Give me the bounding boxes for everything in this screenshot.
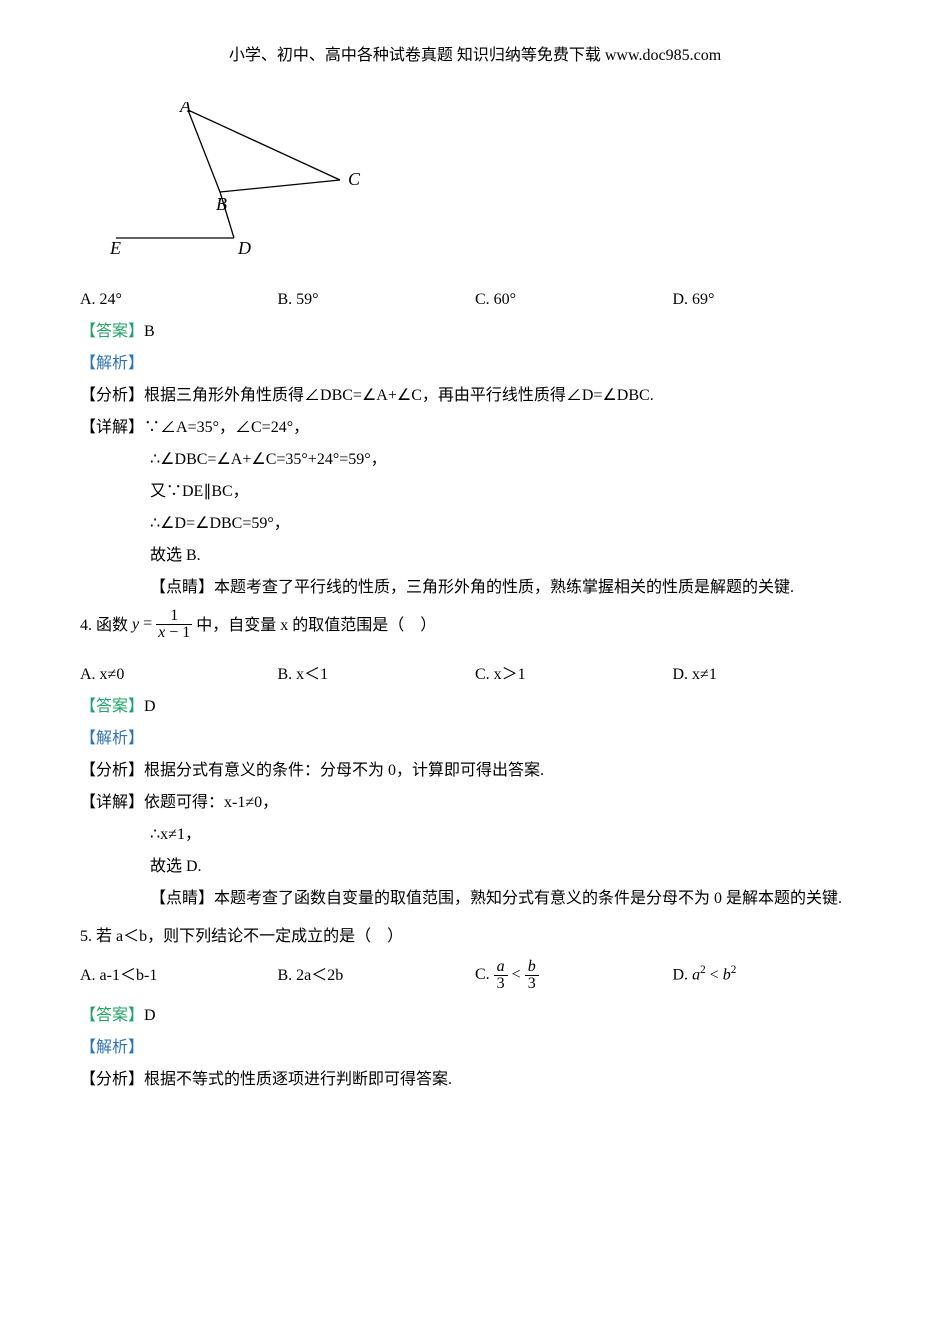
fenxi-label: 【分析】: [80, 387, 144, 404]
svg-text:B: B: [216, 194, 227, 214]
q5-opt-b: B. 2a＜2b: [278, 960, 476, 992]
q5-opt-d-label: D.: [673, 967, 693, 984]
q3-detail-3: ∴∠D=∠DBC=59°，: [150, 508, 870, 540]
dianjing-label: 【点睛】: [150, 579, 214, 596]
fenxi-label-2: 【分析】: [80, 762, 144, 779]
q3-fenxi-text: 根据三角形外角性质得∠DBC=∠A+∠C，再由平行线性质得∠D=∠DBC.: [144, 387, 654, 404]
q4-dianjing-text: 本题考查了函数自变量的取值范围，熟知分式有意义的条件是分母不为 0 是解本题的关…: [214, 890, 842, 907]
svg-text:A: A: [179, 102, 192, 116]
q3-opt-b: B. 59°: [278, 284, 476, 316]
q3-detail-1: ∴∠DBC=∠A+∠C=35°+24°=59°，: [150, 444, 870, 476]
q4-opt-c: C. x＞1: [475, 659, 673, 691]
q3-answer-value: B: [144, 323, 155, 340]
q5-stem: 5. 若 a＜b，则下列结论不一定成立的是（ ）: [80, 921, 870, 953]
answer-label: 【答案】: [80, 323, 144, 340]
q5-fenxi: 【分析】根据不等式的性质逐项进行判断即可得答案.: [80, 1064, 870, 1096]
q5-options: A. a-1＜b-1 B. 2a＜2b C. a 3 < b 3 D. a2 <…: [80, 959, 870, 992]
dianjing-label-2: 【点睛】: [150, 890, 214, 907]
geometry-figure: A B C D E: [110, 102, 870, 274]
q4-detail-1: ∴x≠1，: [150, 819, 870, 851]
answer-label-2: 【答案】: [80, 698, 144, 715]
q4-answer-value: D: [144, 698, 156, 715]
q4-fenxi: 【分析】根据分式有意义的条件：分母不为 0，计算即可得出答案.: [80, 755, 870, 787]
q5-fenxi-text: 根据不等式的性质逐项进行判断即可得答案.: [144, 1071, 452, 1088]
q3-detail-2: 又∵DE∥BC，: [150, 476, 870, 508]
q3-options: A. 24° B. 59° C. 60° D. 69°: [80, 284, 870, 316]
q3-fenxi: 【分析】根据三角形外角性质得∠DBC=∠A+∠C，再由平行线性质得∠D=∠DBC…: [80, 380, 870, 412]
q4-stem-pre: 4. 函数: [80, 617, 132, 634]
detail-label: 【详解】: [80, 419, 144, 436]
q4-formula: y = 1 x − 1: [132, 608, 192, 641]
answer-label-3: 【答案】: [80, 1007, 144, 1024]
detail-label-2: 【详解】: [80, 794, 144, 811]
q4-opt-d: D. x≠1: [673, 659, 871, 691]
q5-opt-d: D. a2 < b2: [673, 959, 871, 991]
q4-detail-text-0: 依题可得：x-1≠0，: [144, 794, 278, 811]
q3-dianjing: 【点睛】本题考查了平行线的性质，三角形外角的性质，熟练掌握相关的性质是解题的关键…: [150, 572, 870, 604]
q5-answer: 【答案】D: [80, 1000, 870, 1032]
svg-text:C: C: [348, 169, 361, 189]
q4-opt-a: A. x≠0: [80, 659, 278, 691]
q3-detail-4: 故选 B.: [150, 540, 870, 572]
q3-opt-d: D. 69°: [673, 284, 871, 316]
q4-stem: 4. 函数 y = 1 x − 1 中，自变量 x 的取值范围是（ ）: [80, 610, 870, 643]
q4-answer: 【答案】D: [80, 691, 870, 723]
q4-dianjing: 【点睛】本题考查了函数自变量的取值范围，熟知分式有意义的条件是分母不为 0 是解…: [150, 883, 870, 915]
q4-fenxi-text: 根据分式有意义的条件：分母不为 0，计算即可得出答案.: [144, 762, 544, 779]
q4-opt-b: B. x＜1: [278, 659, 476, 691]
q3-detail-text-0: ∵∠A=35°，∠C=24°，: [144, 419, 309, 436]
q3-detail-0: 【详解】∵∠A=35°，∠C=24°，: [80, 412, 870, 444]
q5-answer-value: D: [144, 1007, 156, 1024]
q5-opt-c-label: C.: [475, 966, 494, 983]
q4-options: A. x≠0 B. x＜1 C. x＞1 D. x≠1: [80, 659, 870, 691]
q3-opt-c: C. 60°: [475, 284, 673, 316]
page-header: 小学、初中、高中各种试卷真题 知识归纳等免费下载 www.doc985.com: [80, 40, 870, 72]
q5-analysis-label: 【解析】: [80, 1032, 870, 1064]
q3-opt-a: A. 24°: [80, 284, 278, 316]
q4-analysis-label: 【解析】: [80, 723, 870, 755]
q3-answer: 【答案】B: [80, 316, 870, 348]
fenxi-label-3: 【分析】: [80, 1071, 144, 1088]
svg-text:D: D: [237, 238, 251, 258]
q5-opt-a: A. a-1＜b-1: [80, 960, 278, 992]
svg-text:E: E: [110, 238, 121, 258]
q3-analysis-label: 【解析】: [80, 348, 870, 380]
q4-detail-0: 【详解】依题可得：x-1≠0，: [80, 787, 870, 819]
q4-stem-post: 中，自变量 x 的取值范围是（ ）: [196, 617, 436, 634]
q3-dianjing-text: 本题考查了平行线的性质，三角形外角的性质，熟练掌握相关的性质是解题的关键.: [214, 579, 794, 596]
q5-opt-c: C. a 3 < b 3: [475, 959, 673, 992]
q4-detail-2: 故选 D.: [150, 851, 870, 883]
